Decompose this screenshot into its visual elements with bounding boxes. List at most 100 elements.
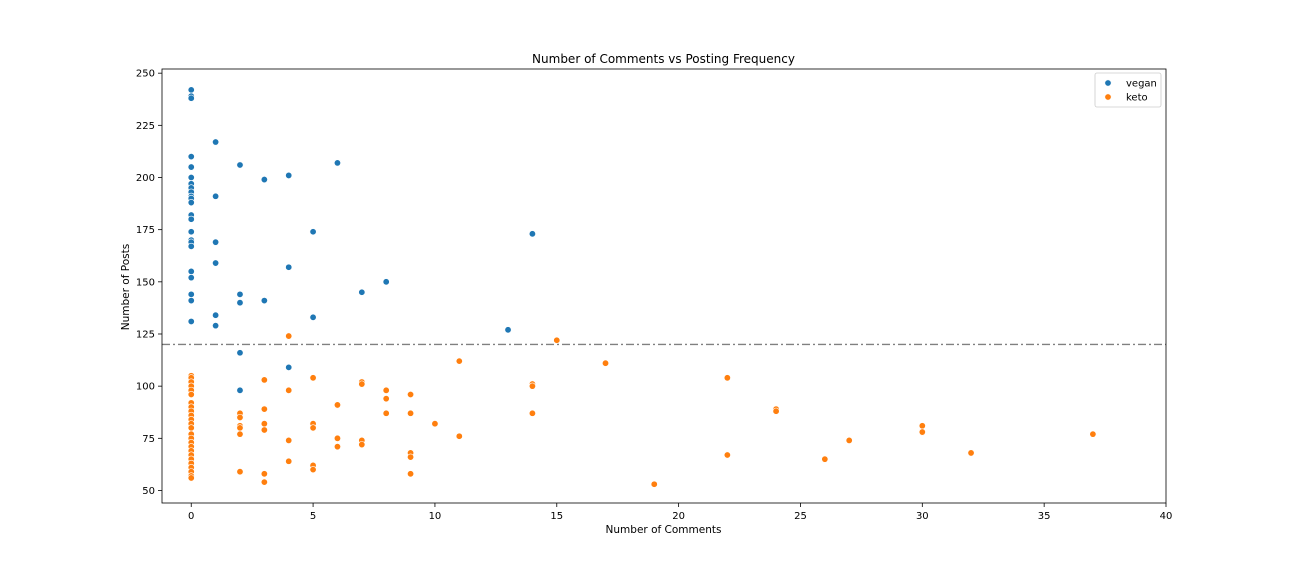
- x-tick-label: 30: [916, 511, 929, 522]
- keto-point: [407, 470, 415, 478]
- vegan-point: [187, 199, 195, 207]
- keto-point: [723, 374, 731, 382]
- x-tick-label: 20: [672, 511, 685, 522]
- keto-point: [358, 380, 366, 388]
- y-axis-label: Number of Posts: [120, 244, 132, 330]
- chart-title: Number of Comments vs Posting Frequency: [532, 52, 795, 66]
- vegan-point: [212, 238, 220, 246]
- y-tick-label: 150: [136, 277, 155, 288]
- keto-point: [236, 430, 244, 438]
- vegan-point: [187, 86, 195, 94]
- vegan-point: [212, 322, 220, 330]
- vegan-point: [236, 161, 244, 169]
- keto-point: [772, 407, 780, 415]
- y-tick-label: 225: [136, 121, 155, 132]
- keto-point: [358, 441, 366, 449]
- y-tick-label: 200: [136, 173, 155, 184]
- keto-point: [407, 453, 415, 461]
- keto-point: [333, 401, 341, 409]
- keto-point: [309, 424, 317, 432]
- keto-point: [333, 443, 341, 451]
- keto-point: [260, 478, 268, 486]
- vegan-point: [309, 313, 317, 321]
- keto-point: [821, 455, 829, 463]
- keto-point: [528, 409, 536, 417]
- vegan-point: [187, 174, 195, 182]
- legend-marker-keto: [1104, 93, 1112, 101]
- x-tick-label: 35: [1038, 511, 1051, 522]
- x-tick-label: 25: [794, 511, 807, 522]
- keto-point: [285, 386, 293, 394]
- legend-label-vegan: vegan: [1126, 79, 1157, 90]
- vegan-point: [187, 317, 195, 325]
- keto-point: [236, 424, 244, 432]
- y-tick-label: 75: [142, 434, 155, 445]
- vegan-point: [504, 326, 512, 334]
- keto-point: [260, 376, 268, 384]
- vegan-point: [187, 215, 195, 223]
- vegan-point: [187, 242, 195, 250]
- vegan-point: [187, 94, 195, 102]
- vegan-point: [187, 163, 195, 171]
- keto-point: [333, 434, 341, 442]
- keto-point: [455, 357, 463, 365]
- keto-point: [260, 426, 268, 434]
- keto-point: [967, 449, 975, 457]
- keto-point: [236, 468, 244, 476]
- keto-point: [309, 466, 317, 474]
- keto-point: [382, 386, 390, 394]
- vegan-point: [212, 311, 220, 319]
- keto-point: [650, 480, 658, 488]
- legend-label-keto: keto: [1126, 93, 1148, 104]
- x-tick-label: 0: [188, 511, 194, 522]
- keto-point: [602, 359, 610, 367]
- keto-point: [187, 474, 195, 482]
- vegan-point: [187, 297, 195, 305]
- keto-point: [285, 332, 293, 340]
- vegan-point: [187, 274, 195, 282]
- vegan-point: [260, 297, 268, 305]
- vegan-point: [212, 259, 220, 267]
- keto-point: [236, 413, 244, 421]
- x-tick-label: 10: [429, 511, 442, 522]
- y-tick-label: 175: [136, 225, 155, 236]
- y-tick-label: 100: [136, 382, 155, 393]
- vegan-point: [212, 192, 220, 200]
- keto-point: [455, 432, 463, 440]
- keto-point: [1089, 430, 1097, 438]
- vegan-point: [236, 386, 244, 394]
- keto-point: [528, 382, 536, 390]
- keto-point: [918, 422, 926, 430]
- vegan-point: [187, 153, 195, 161]
- keto-point: [431, 420, 439, 428]
- x-tick-label: 15: [550, 511, 563, 522]
- keto-point: [382, 395, 390, 403]
- keto-point: [285, 436, 293, 444]
- vegan-point: [333, 159, 341, 167]
- keto-point: [553, 336, 561, 344]
- vegan-point: [528, 230, 536, 238]
- legend: vegan keto: [1094, 72, 1162, 108]
- keto-point: [285, 457, 293, 465]
- keto-point: [407, 390, 415, 398]
- legend-marker-vegan: [1104, 79, 1112, 87]
- vegan-point: [236, 290, 244, 298]
- vegan-point: [285, 171, 293, 179]
- vegan-point: [260, 176, 268, 184]
- vegan-point: [382, 278, 390, 286]
- vegan-point: [358, 288, 366, 296]
- keto-point: [309, 374, 317, 382]
- vegan-point: [285, 263, 293, 271]
- vegan-point: [187, 290, 195, 298]
- legend-frame: [1094, 72, 1162, 108]
- vegan-point: [236, 299, 244, 307]
- x-axis-label: Number of Comments: [606, 524, 722, 536]
- keto-point: [723, 451, 731, 459]
- vegan-point: [236, 349, 244, 357]
- y-tick-label: 125: [136, 329, 155, 340]
- x-tick-label: 40: [1160, 511, 1173, 522]
- keto-point: [407, 409, 415, 417]
- keto-point: [845, 436, 853, 444]
- vegan-point: [187, 267, 195, 275]
